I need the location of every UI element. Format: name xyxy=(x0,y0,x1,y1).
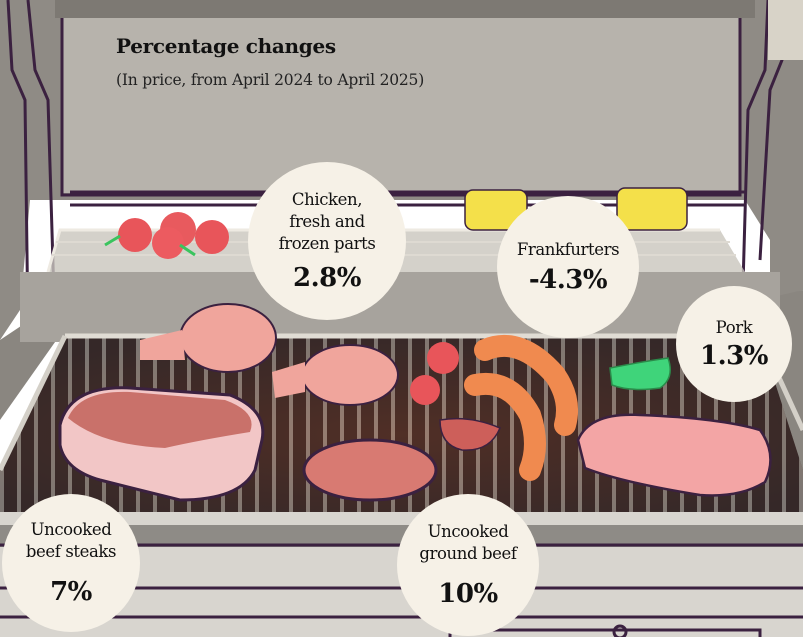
bubble-frankfurters: Frankfurters -4.3% xyxy=(497,196,639,338)
label-line: beef steaks xyxy=(25,542,117,561)
label-line: fresh and xyxy=(289,212,365,231)
bubble-pork: Pork 1.3% xyxy=(676,286,792,402)
corn xyxy=(464,187,688,231)
pork-chop xyxy=(576,413,772,497)
bubble-label: Pork xyxy=(716,317,753,339)
grill-lid xyxy=(0,0,803,340)
chart-subtitle: (In price, from April 2024 to April 2025… xyxy=(116,71,425,89)
label-line: Chicken, xyxy=(291,190,363,209)
bubble-label: Uncooked ground beef xyxy=(419,521,517,565)
bubble-chicken: Chicken, fresh and frozen parts 2.8% xyxy=(248,162,406,320)
label-line: Uncooked xyxy=(427,522,509,541)
bubble-value: 1.3% xyxy=(700,341,768,371)
label-line: Pork xyxy=(715,318,753,337)
green-pepper xyxy=(609,357,671,391)
chart-title: Percentage changes xyxy=(116,34,336,58)
label-line: Frankfurters xyxy=(516,240,620,259)
frankfurters xyxy=(464,334,578,481)
bubble-ground-beef: Uncooked ground beef 10% xyxy=(397,494,539,636)
ground-beef-patty xyxy=(302,438,438,502)
tomato-slices xyxy=(410,342,501,451)
bubble-value: -4.3% xyxy=(528,265,608,295)
beef-steak xyxy=(58,386,265,502)
tomatoes xyxy=(104,212,229,259)
bubble-label: Chicken, fresh and frozen parts xyxy=(279,189,376,255)
bubble-value: 10% xyxy=(438,579,498,609)
label-line: Uncooked xyxy=(30,520,112,539)
label-line: ground beef xyxy=(419,544,517,563)
bubble-value: 7% xyxy=(50,577,92,607)
bubble-label: Uncooked beef steaks xyxy=(25,519,117,563)
bubble-beef-steaks: Uncooked beef steaks 7% xyxy=(2,494,140,632)
bubble-value: 2.8% xyxy=(293,263,361,293)
label-line: frozen parts xyxy=(278,234,376,253)
chicken-drumsticks xyxy=(140,303,399,406)
bubble-label: Frankfurters xyxy=(516,239,620,261)
